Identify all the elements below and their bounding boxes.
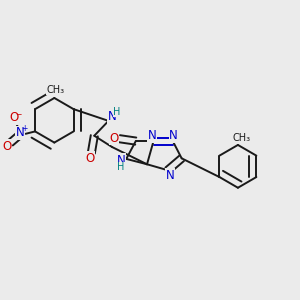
Text: −: − [15, 110, 22, 119]
Text: N: N [108, 110, 116, 123]
Text: O: O [110, 132, 119, 145]
Text: O: O [85, 152, 94, 165]
Text: N: N [16, 126, 24, 140]
Text: O: O [2, 140, 12, 153]
Text: +: + [22, 124, 28, 133]
Text: N: N [166, 169, 175, 182]
Text: N: N [148, 129, 156, 142]
Text: O: O [10, 111, 19, 124]
Text: H: H [113, 107, 121, 117]
Text: N: N [169, 129, 178, 142]
Text: H: H [117, 162, 124, 172]
Text: N: N [117, 154, 125, 167]
Text: CH₃: CH₃ [232, 133, 250, 142]
Text: CH₃: CH₃ [47, 85, 65, 95]
